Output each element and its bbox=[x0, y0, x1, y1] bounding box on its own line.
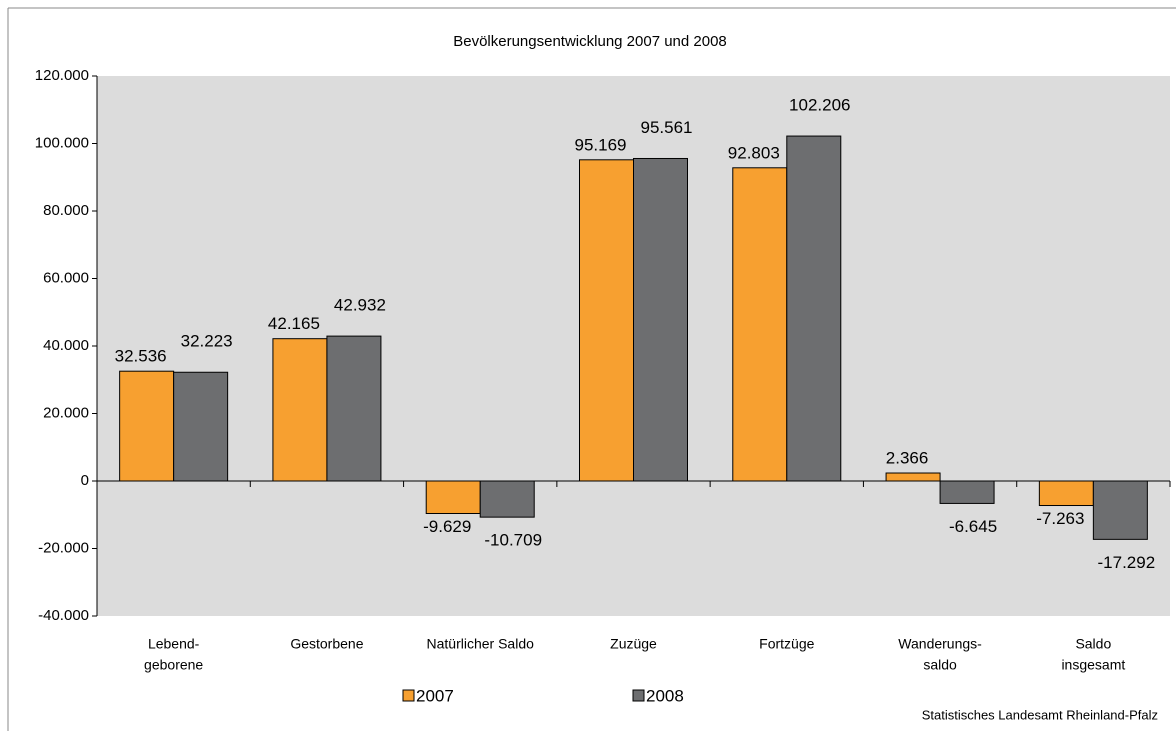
bar bbox=[425, 480, 481, 514]
value-label: -7.263 bbox=[1036, 509, 1084, 528]
y-tick-label: -20.000 bbox=[38, 539, 89, 556]
value-label: 32.536 bbox=[115, 347, 167, 366]
value-label: 95.169 bbox=[575, 135, 627, 154]
value-label: -6.645 bbox=[949, 517, 997, 536]
legend-swatch bbox=[632, 689, 645, 702]
value-label: 92.803 bbox=[728, 143, 780, 162]
bar bbox=[939, 480, 995, 504]
bar bbox=[479, 480, 535, 518]
x-tick-label: saldo bbox=[923, 657, 957, 673]
y-tick-label: 60.000 bbox=[43, 269, 89, 286]
value-label: 42.932 bbox=[334, 296, 386, 315]
x-tick-label: insgesamt bbox=[1061, 657, 1125, 673]
bar bbox=[786, 135, 842, 482]
value-label: 32.223 bbox=[181, 332, 233, 351]
bar bbox=[272, 338, 328, 482]
value-label: -10.709 bbox=[484, 531, 542, 550]
value-label: 102.206 bbox=[789, 96, 850, 115]
value-label: -17.292 bbox=[1098, 553, 1156, 572]
y-tick-label: -40.000 bbox=[38, 607, 89, 624]
x-tick-label: Zuzüge bbox=[610, 636, 657, 652]
bar bbox=[326, 335, 382, 482]
bar bbox=[119, 370, 175, 482]
legend-swatch bbox=[402, 689, 415, 702]
x-tick-label: Natürlicher Saldo bbox=[427, 636, 535, 652]
y-tick-label: 20.000 bbox=[43, 404, 89, 421]
bar bbox=[633, 157, 688, 482]
x-tick-label: geborene bbox=[144, 657, 203, 673]
value-label: 42.165 bbox=[268, 314, 320, 333]
source: Statistisches Landesamt Rheinland-Pfalz bbox=[922, 707, 1158, 722]
y-tick-label: 0 bbox=[81, 472, 89, 489]
x-tick-label: Fortzüge bbox=[759, 636, 814, 652]
y-tick-label: 40.000 bbox=[43, 337, 89, 354]
bar bbox=[1092, 480, 1148, 540]
x-tick-label: Saldo bbox=[1075, 636, 1111, 652]
x-tick-label: Gestorbene bbox=[290, 636, 363, 652]
legend-label: 2007 bbox=[416, 686, 454, 705]
bar bbox=[885, 472, 941, 482]
y-tick-label: 120.000 bbox=[35, 67, 89, 84]
legend-label: 2008 bbox=[646, 686, 684, 705]
y-tick-label: 100.000 bbox=[35, 134, 89, 151]
bar bbox=[579, 159, 634, 482]
value-label: 95.561 bbox=[641, 118, 693, 137]
bar bbox=[173, 371, 229, 482]
chart-title: Bevölkerungsentwicklung 2007 und 2008 bbox=[453, 33, 727, 50]
y-tick-label: 80.000 bbox=[43, 202, 89, 219]
x-tick-label: Wanderungs- bbox=[898, 636, 982, 652]
bar bbox=[732, 167, 788, 482]
bar bbox=[1038, 480, 1094, 507]
x-tick-label: Lebend- bbox=[148, 636, 200, 652]
value-label: -9.629 bbox=[423, 517, 471, 536]
value-label: 2.366 bbox=[886, 448, 929, 467]
